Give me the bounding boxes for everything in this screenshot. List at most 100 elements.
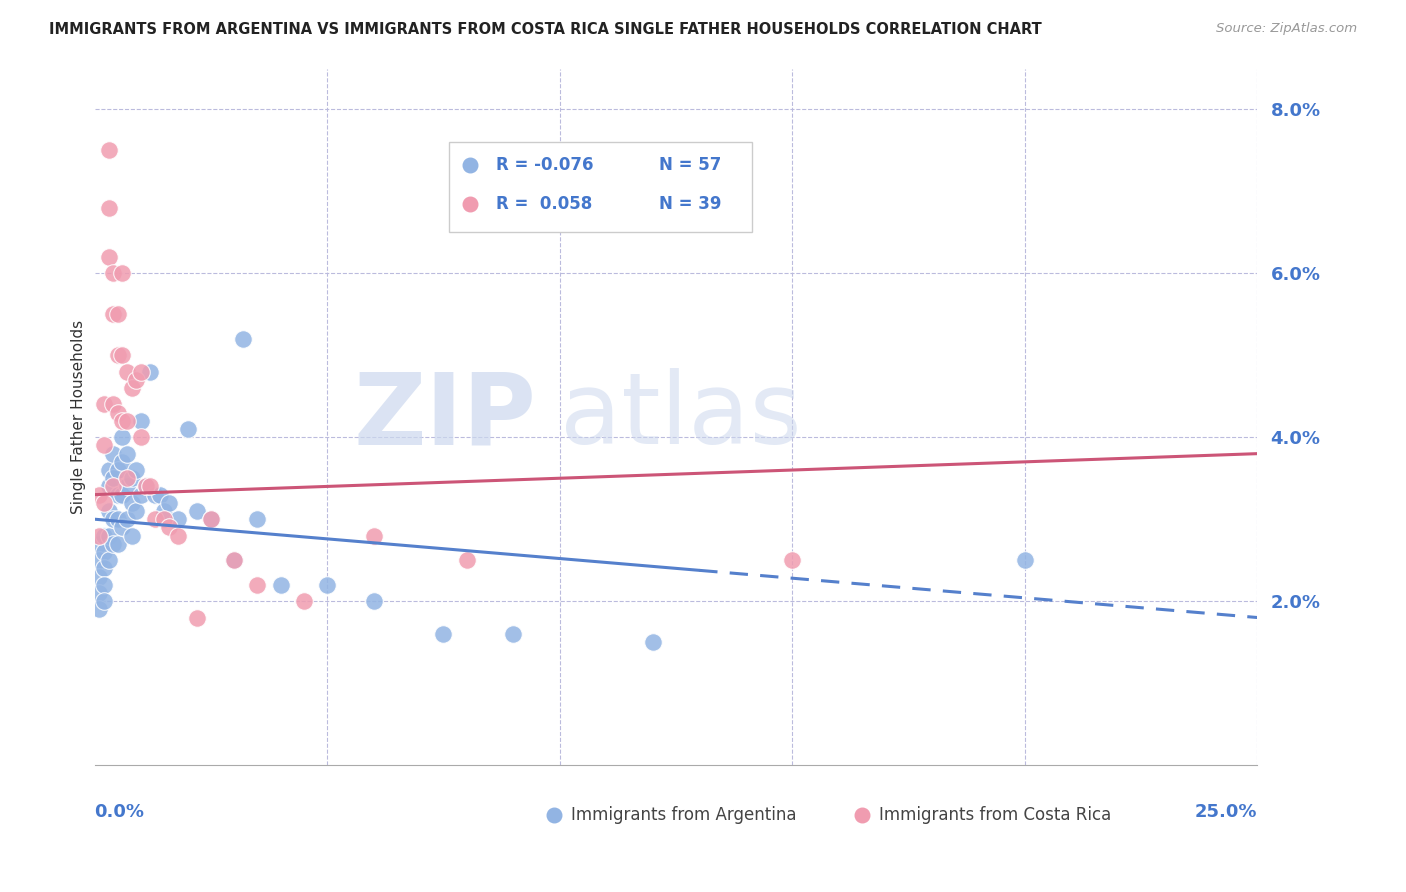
Point — [139, 365, 162, 379]
Point — [111, 488, 134, 502]
Point — [107, 307, 129, 321]
Point — [157, 496, 180, 510]
Point — [186, 610, 208, 624]
Point — [89, 528, 111, 542]
Point — [121, 471, 143, 485]
Point — [143, 488, 166, 502]
Point — [157, 520, 180, 534]
Text: ZIP: ZIP — [353, 368, 537, 466]
Text: atlas: atlas — [560, 368, 801, 466]
Point — [270, 578, 292, 592]
Point — [111, 455, 134, 469]
Point — [107, 463, 129, 477]
Point — [125, 504, 148, 518]
Point — [232, 332, 254, 346]
Point — [101, 447, 124, 461]
Point — [363, 528, 385, 542]
Point — [121, 528, 143, 542]
Point — [93, 578, 115, 592]
Text: IMMIGRANTS FROM ARGENTINA VS IMMIGRANTS FROM COSTA RICA SINGLE FATHER HOUSEHOLDS: IMMIGRANTS FROM ARGENTINA VS IMMIGRANTS … — [49, 22, 1042, 37]
Text: R =  0.058: R = 0.058 — [496, 195, 592, 213]
Point — [107, 348, 129, 362]
Point — [121, 496, 143, 510]
Text: N = 57: N = 57 — [658, 155, 721, 174]
Point — [641, 635, 664, 649]
Point — [125, 463, 148, 477]
Point — [101, 537, 124, 551]
Point — [107, 512, 129, 526]
Point — [89, 586, 111, 600]
Point — [93, 561, 115, 575]
Point — [101, 397, 124, 411]
FancyBboxPatch shape — [450, 142, 752, 232]
Text: 25.0%: 25.0% — [1195, 804, 1257, 822]
Point — [167, 512, 190, 526]
Point — [101, 512, 124, 526]
Point — [115, 414, 138, 428]
Point — [97, 528, 120, 542]
Point — [246, 578, 269, 592]
Point — [97, 553, 120, 567]
Point — [186, 504, 208, 518]
Text: Immigrants from Argentina: Immigrants from Argentina — [571, 806, 797, 824]
Point — [135, 479, 157, 493]
Point — [139, 479, 162, 493]
Point — [176, 422, 198, 436]
Point — [111, 520, 134, 534]
Point — [363, 594, 385, 608]
Text: 0.0%: 0.0% — [94, 804, 145, 822]
Point — [135, 479, 157, 493]
Point — [97, 504, 120, 518]
Point — [115, 479, 138, 493]
Point — [153, 512, 176, 526]
Text: N = 39: N = 39 — [658, 195, 721, 213]
Point — [246, 512, 269, 526]
Point — [129, 430, 152, 444]
Point — [780, 553, 803, 567]
Y-axis label: Single Father Households: Single Father Households — [72, 319, 86, 514]
Point — [149, 488, 172, 502]
Point — [167, 528, 190, 542]
Point — [97, 144, 120, 158]
Point — [89, 569, 111, 583]
Point — [316, 578, 339, 592]
Point — [89, 602, 111, 616]
Point — [111, 414, 134, 428]
Point — [93, 438, 115, 452]
Point — [121, 381, 143, 395]
Point — [93, 528, 115, 542]
Point — [456, 553, 478, 567]
Point — [432, 627, 454, 641]
Point — [111, 266, 134, 280]
Point — [107, 488, 129, 502]
Point — [1014, 553, 1036, 567]
Point — [129, 365, 152, 379]
Point — [97, 201, 120, 215]
Point — [107, 537, 129, 551]
Point — [115, 365, 138, 379]
Point — [129, 414, 152, 428]
Point — [143, 512, 166, 526]
Point — [111, 430, 134, 444]
Point — [292, 594, 315, 608]
Point — [200, 512, 222, 526]
Point — [224, 553, 246, 567]
Point — [101, 479, 124, 493]
Point — [93, 397, 115, 411]
Point — [101, 307, 124, 321]
Text: R = -0.076: R = -0.076 — [496, 155, 593, 174]
Point — [93, 594, 115, 608]
Point — [115, 471, 138, 485]
Text: Source: ZipAtlas.com: Source: ZipAtlas.com — [1216, 22, 1357, 36]
Text: Immigrants from Costa Rica: Immigrants from Costa Rica — [880, 806, 1112, 824]
Point — [224, 553, 246, 567]
Point — [93, 545, 115, 559]
Point — [101, 471, 124, 485]
Point — [115, 447, 138, 461]
Point — [125, 373, 148, 387]
Point — [101, 266, 124, 280]
Point — [97, 250, 120, 264]
Point — [502, 627, 524, 641]
Point — [107, 406, 129, 420]
Point — [89, 488, 111, 502]
